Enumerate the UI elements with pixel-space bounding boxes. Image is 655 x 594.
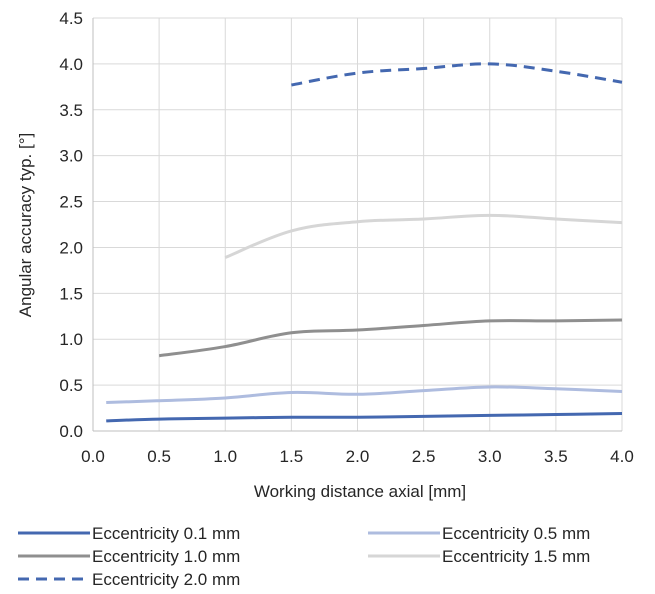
legend-label: Eccentricity 1.5 mm <box>442 547 590 566</box>
legend-label: Eccentricity 2.0 mm <box>92 570 240 589</box>
x-tick-label: 3.5 <box>544 447 568 466</box>
legend-item: Eccentricity 1.0 mm <box>18 547 240 566</box>
axes: 0.0 0.5 1.0 1.5 2.0 2.5 3.0 3.5 4.0 4.5 0.0 0.5 1.0 1… <box>59 9 633 466</box>
y-tick-label: 1.5 <box>59 284 83 303</box>
x-tick-label: 0.0 <box>81 447 105 466</box>
y-tick-label: 3.5 <box>59 101 83 120</box>
y-tick-label: 3.0 <box>59 147 83 166</box>
y-tick-label: 4.0 <box>59 55 83 74</box>
x-tick-label: 2.5 <box>412 447 436 466</box>
legend-item: Eccentricity 0.1 mm <box>18 524 240 543</box>
y-axis-title: Angular accuracy typ. [°] <box>16 133 35 317</box>
legend-item: Eccentricity 1.5 mm <box>368 547 590 566</box>
legend-label: Eccentricity 0.1 mm <box>92 524 240 543</box>
x-axis-title: Working distance axial [mm] <box>254 482 466 501</box>
x-tick-label: 4.0 <box>610 447 634 466</box>
legend-label: Eccentricity 0.5 mm <box>442 524 590 543</box>
legend-label: Eccentricity 1.0 mm <box>92 547 240 566</box>
series-line-3 <box>158 318 623 358</box>
legend-item: Eccentricity 0.5 mm <box>368 524 590 543</box>
series-line-4 <box>224 213 623 259</box>
series-line-1 <box>106 412 623 423</box>
y-tick-label: 2.0 <box>59 238 83 257</box>
x-tick-label: 1.0 <box>213 447 237 466</box>
legend: Eccentricity 0.1 mm Eccentricity 0.5 mm Ec… <box>18 524 590 589</box>
x-tick-label: 1.5 <box>280 447 304 466</box>
x-tick-label: 0.5 <box>147 447 171 466</box>
series-line-2 <box>106 385 623 405</box>
legend-item: Eccentricity 2.0 mm <box>18 570 240 589</box>
gridlines <box>93 17 623 431</box>
y-tick-label: 4.5 <box>59 9 83 28</box>
y-tick-label: 2.5 <box>59 193 83 212</box>
y-tick-label: 0.5 <box>59 376 83 395</box>
x-tick-label: 2.0 <box>346 447 370 466</box>
series-line-5 <box>291 62 623 87</box>
y-tick-label: 1.0 <box>59 330 83 349</box>
y-tick-label: 0.0 <box>59 422 83 441</box>
x-tick-label: 3.0 <box>478 447 502 466</box>
plot-area <box>106 62 623 423</box>
